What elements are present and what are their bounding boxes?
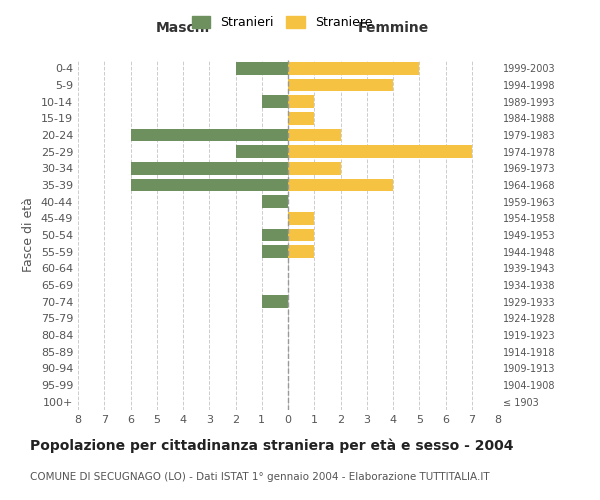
- Text: Popolazione per cittadinanza straniera per età e sesso - 2004: Popolazione per cittadinanza straniera p…: [30, 438, 514, 453]
- Bar: [262, 196, 288, 208]
- Bar: [130, 129, 288, 141]
- Bar: [288, 179, 393, 192]
- Bar: [262, 246, 288, 258]
- Bar: [130, 179, 288, 192]
- Bar: [288, 62, 419, 74]
- Y-axis label: Fasce di età: Fasce di età: [22, 198, 35, 272]
- Bar: [288, 162, 341, 174]
- Bar: [288, 112, 314, 124]
- Bar: [288, 79, 393, 92]
- Legend: Stranieri, Straniere: Stranieri, Straniere: [187, 11, 377, 34]
- Bar: [262, 296, 288, 308]
- Bar: [288, 146, 472, 158]
- Bar: [130, 162, 288, 174]
- Bar: [262, 229, 288, 241]
- Bar: [262, 96, 288, 108]
- Bar: [288, 96, 314, 108]
- Text: COMUNE DI SECUGNAGO (LO) - Dati ISTAT 1° gennaio 2004 - Elaborazione TUTTITALIA.: COMUNE DI SECUGNAGO (LO) - Dati ISTAT 1°…: [30, 472, 490, 482]
- Bar: [288, 212, 314, 224]
- Text: Femmine: Femmine: [358, 21, 428, 35]
- Bar: [288, 229, 314, 241]
- Bar: [288, 246, 314, 258]
- Bar: [235, 62, 288, 74]
- Bar: [288, 129, 341, 141]
- Text: Maschi: Maschi: [156, 21, 210, 35]
- Bar: [235, 146, 288, 158]
